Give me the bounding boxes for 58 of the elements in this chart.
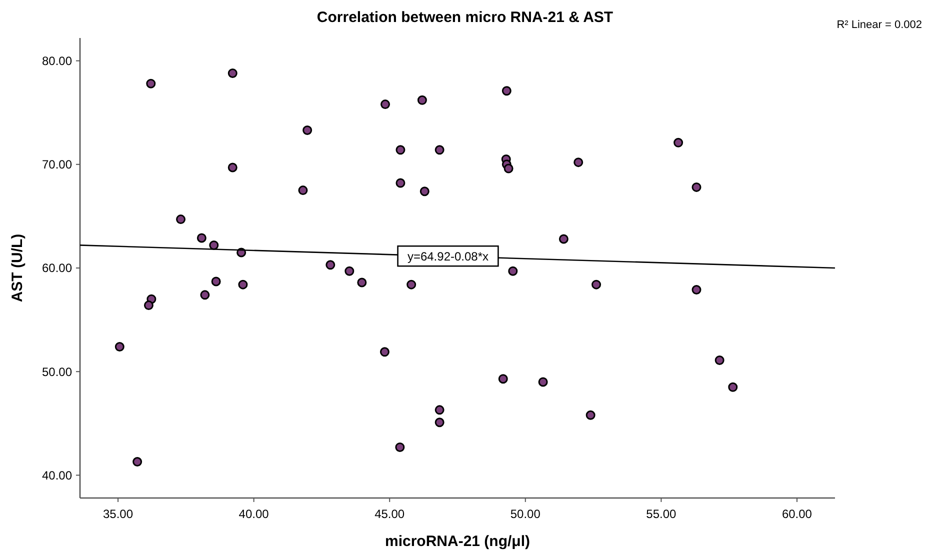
- point: [144, 300, 154, 310]
- point: [114, 342, 124, 352]
- point: [228, 68, 238, 78]
- point: [714, 355, 724, 365]
- point: [504, 164, 514, 174]
- point: [728, 382, 738, 392]
- y-tick-label: 60.00: [42, 261, 72, 276]
- y-axis-title: AST (U/L): [9, 234, 26, 302]
- point: [538, 377, 548, 387]
- point: [132, 456, 142, 466]
- point: [498, 374, 508, 384]
- point: [692, 182, 702, 192]
- point: [417, 95, 427, 105]
- point: [209, 240, 219, 250]
- x-tick-label: 60.00: [782, 507, 812, 521]
- point: [298, 186, 308, 196]
- y-tick-label: 80.00: [42, 54, 72, 68]
- y-tick-label: 40.00: [42, 468, 72, 482]
- x-tick-label: 40.00: [238, 507, 270, 521]
- point: [302, 125, 312, 135]
- point: [344, 266, 354, 276]
- text: R² Linear = 0.002: [836, 19, 922, 31]
- point: [380, 347, 390, 357]
- point: [406, 280, 416, 290]
- y-tick-label: 50.00: [42, 364, 72, 379]
- chart-title: Correlation between micro RNA-21 & AST: [316, 9, 614, 26]
- point: [146, 78, 156, 88]
- point: [692, 285, 702, 295]
- point: [176, 214, 186, 224]
- x-tick-label: 50.00: [510, 507, 541, 521]
- point: [395, 442, 405, 452]
- point: [434, 405, 444, 415]
- point: [574, 158, 584, 168]
- annotation: y=64.92-0.08*x: [407, 249, 489, 264]
- point: [434, 145, 444, 155]
- point: [396, 178, 406, 188]
- point: [211, 276, 221, 286]
- point: [502, 86, 512, 96]
- point: [238, 280, 248, 290]
- point: [196, 233, 206, 243]
- x-tick-label: 45.00: [374, 507, 405, 521]
- y-tick-label: 70.00: [42, 158, 72, 172]
- x-tick-label: 35.00: [103, 507, 134, 521]
- point: [586, 410, 596, 420]
- point: [558, 234, 568, 244]
- point: [420, 186, 430, 196]
- point: [326, 260, 336, 270]
- point: [200, 290, 210, 300]
- point: [228, 162, 238, 172]
- point: [357, 278, 367, 288]
- point: [380, 100, 390, 110]
- point: [508, 266, 518, 276]
- x-tick-label: 55.00: [646, 507, 677, 521]
- point: [434, 418, 444, 428]
- point: [674, 138, 684, 148]
- point: [592, 280, 602, 290]
- x-axis-title: microRNA-21 (ng/μl): [384, 533, 530, 550]
- point: [396, 145, 406, 155]
